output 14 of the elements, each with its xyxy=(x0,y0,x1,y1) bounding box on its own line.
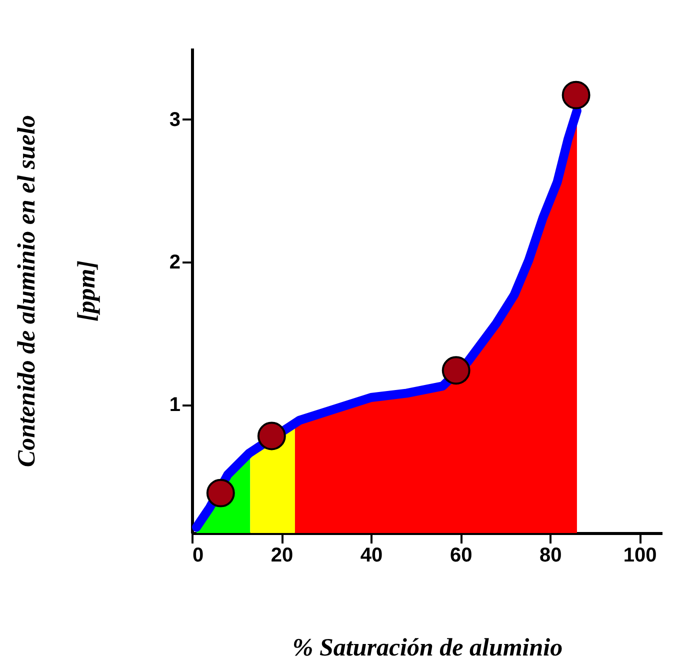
y-tick-label: 1 xyxy=(169,394,180,416)
y-tick-label: 3 xyxy=(169,108,180,131)
x-tick-label: 100 xyxy=(623,544,657,566)
point xyxy=(562,80,590,110)
text: Contenido de aluminio en el suelo [ppm] xyxy=(13,114,100,468)
point xyxy=(442,356,470,385)
x-tick-label: 20 xyxy=(270,544,294,566)
x-tick-label: 80 xyxy=(539,544,562,566)
x-axis-title: % Saturación de aluminio xyxy=(292,634,563,662)
point xyxy=(257,422,286,450)
y-tick-label: 2 xyxy=(169,251,180,274)
x-tick-label: 60 xyxy=(450,544,472,566)
x-tick-label: 40 xyxy=(360,544,383,566)
x-tick-label: 0 xyxy=(192,544,204,566)
